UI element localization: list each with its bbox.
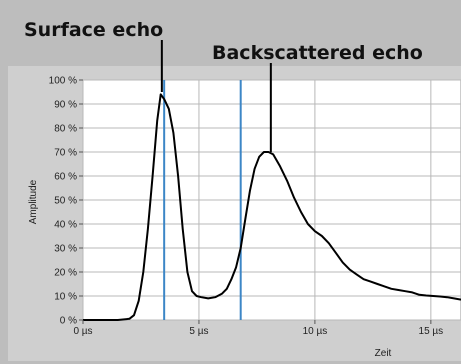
y-tick-label: 40 % [54, 220, 77, 231]
surface-echo-label: Surface echo [24, 19, 163, 41]
y-tick-label: 100 % [49, 76, 77, 87]
series-line [83, 93, 461, 321]
x-tick-label: 15 µs [419, 326, 444, 337]
callout-lines [160, 40, 272, 152]
y-axis-ticks: 0 % 10 % 20 % 30 % 40 % 50 % 60 % 70 % 80 % 90 % 1… [49, 76, 83, 327]
x-tick-label: 5 µs [189, 326, 208, 337]
y-tick-label: 30 % [54, 244, 77, 255]
y-tick-label: 80 % [54, 124, 77, 135]
y-tick-label: 70 % [54, 148, 77, 159]
y-tick-label: 0 % [60, 316, 77, 327]
x-axis-label: Zeit [375, 348, 392, 359]
backscattered-echo-label: Backscattered echo [212, 42, 423, 64]
y-tick-label: 10 % [54, 292, 77, 303]
x-tick-label: 0 µs [73, 326, 92, 337]
x-tick-label: 10 µs [303, 326, 328, 337]
y-tick-label: 60 % [54, 172, 77, 183]
y-axis-label: Amplitude [28, 179, 39, 224]
y-tick-label: 50 % [54, 196, 77, 207]
y-tick-label: 90 % [54, 100, 77, 111]
y-tick-label: 20 % [54, 268, 77, 279]
marker-lines [163, 80, 242, 320]
x-axis-ticks: 0 µs 5 µs 10 µs 15 µs [73, 320, 443, 337]
